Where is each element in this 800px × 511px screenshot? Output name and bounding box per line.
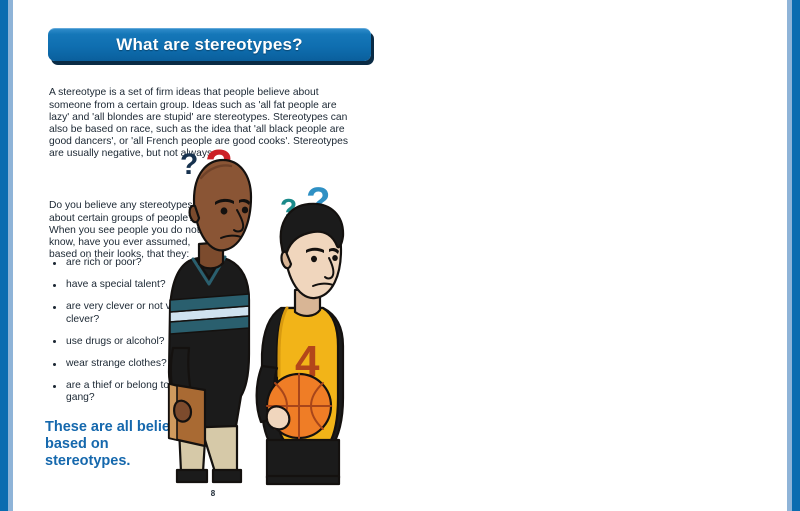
page-number-left: 8 [210,489,216,498]
question-paragraph: Do you believe any stereotypes about cer… [49,200,200,261]
callout-text-left: These are all beliefs based on stereotyp… [45,419,183,469]
illustration-two-men-question-marks: ? ? ? ? [163,140,378,490]
list-item: are a thief or belong to a gang? [49,380,204,404]
page-title: What are stereotypes? [116,35,303,54]
intro-paragraph: A stereotype is a set of firm ideas that… [49,87,348,160]
svg-text:?: ? [180,148,198,181]
list-item: have a special talent? [49,279,204,291]
page-border-right [792,0,800,511]
list-item: wear strange clothes? [49,358,204,370]
page-border-left-soft [8,0,13,511]
page-right: Stereotypes can cause people to treat ot… [405,0,787,511]
page-border-left [0,0,8,511]
list-item: use drugs or alcohol? [49,336,204,348]
page-border-right-soft [787,0,792,511]
section-header-banner: What are stereotypes? [48,28,371,61]
stereotype-question-list: are rich or poor? have a special talent?… [49,257,204,415]
page-left: What are stereotypes? A stereotype is a … [13,0,398,511]
list-item: are rich or poor? [49,257,204,269]
list-item: are very clever or not very clever? [49,301,204,325]
